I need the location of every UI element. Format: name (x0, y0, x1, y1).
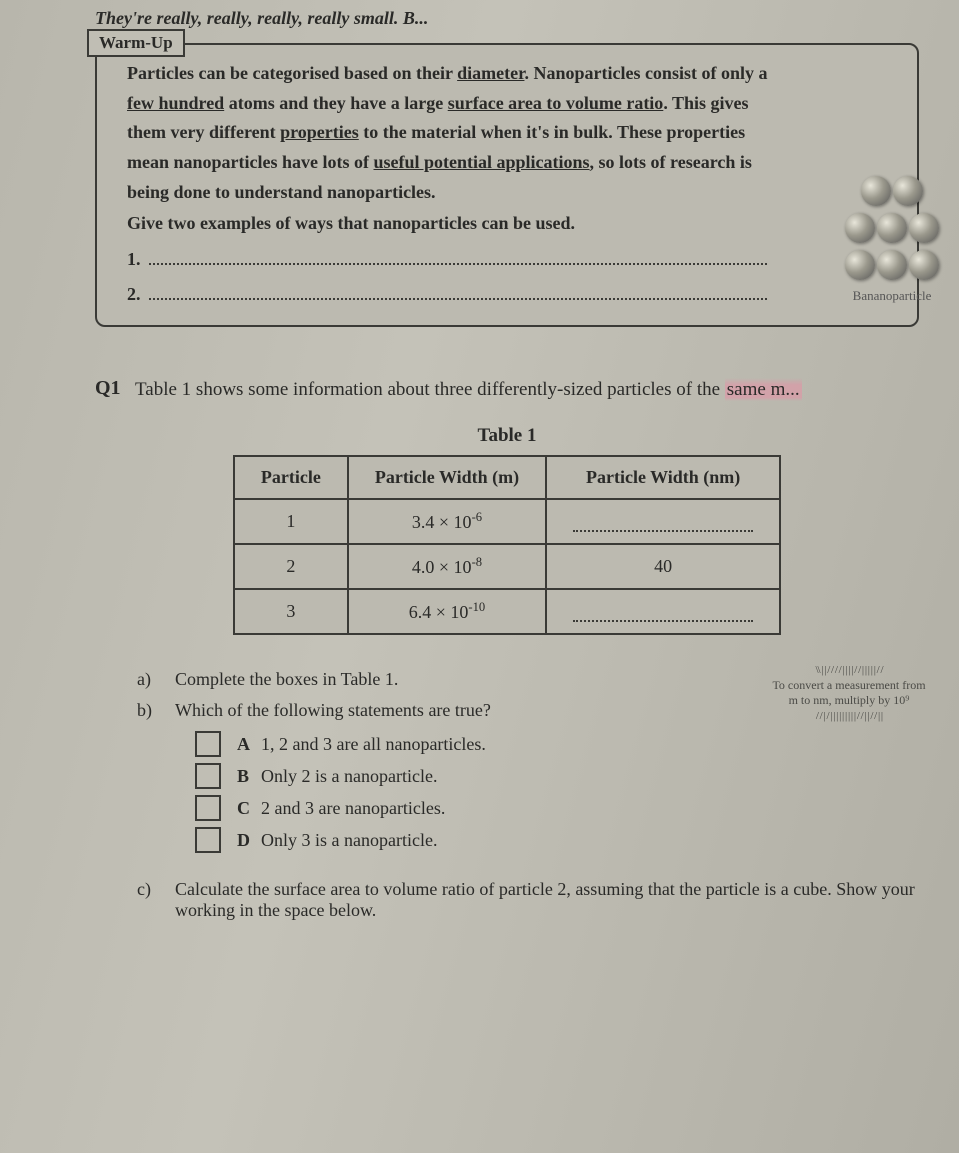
cell-width-nm: 40 (546, 544, 780, 589)
table-1: Particle Particle Width (m) Particle Wid… (95, 455, 919, 635)
table-header-row: Particle Particle Width (m) Particle Wid… (234, 456, 780, 499)
cell-particle: 2 (234, 544, 348, 589)
question-text: Table 1 shows some information about thr… (135, 377, 919, 404)
cell-particle: 3 (234, 589, 348, 634)
option-letter: B (237, 766, 261, 787)
question-1: Q1 Table 1 shows some information about … (95, 377, 919, 404)
warmup-box: Particles can be categorised based on th… (95, 43, 919, 327)
option-text: 2 and 3 are nanoparticles. (261, 798, 445, 819)
underline-few-hundred: few hundred (127, 93, 224, 113)
option-c[interactable]: C 2 and 3 are nanoparticles. (195, 795, 919, 821)
warmup-section: Warm-Up Particles can be categorised bas… (95, 43, 919, 327)
warmup-paragraph: Particles can be categorised based on th… (127, 59, 897, 207)
dotted-line (149, 248, 767, 264)
hint-line: To convert a measurement from (749, 678, 949, 694)
col-width-nm: Particle Width (nm) (546, 456, 780, 499)
option-a[interactable]: A 1, 2 and 3 are all nanoparticles. (195, 731, 919, 757)
part-letter: a) (135, 669, 175, 690)
part-text: Which of the following statements are tr… (175, 700, 919, 721)
tagline: They're really, really, really, really s… (95, 0, 919, 43)
image-caption: Bananoparticle (837, 288, 947, 304)
option-text: Only 2 is a nanoparticle. (261, 766, 437, 787)
cell-width-m: 6.4 × 10-10 (348, 589, 546, 634)
option-b[interactable]: B Only 2 is a nanoparticle. (195, 763, 919, 789)
checkbox[interactable] (195, 731, 221, 757)
option-d[interactable]: D Only 3 is a nanoparticle. (195, 827, 919, 853)
option-letter: C (237, 798, 261, 819)
cell-width-m: 3.4 × 10-6 (348, 499, 546, 544)
answer-num-1: 1. (127, 249, 149, 270)
table-row: 3 6.4 × 10-10 (234, 589, 780, 634)
col-width-m: Particle Width (m) (348, 456, 546, 499)
checkbox[interactable] (195, 763, 221, 789)
underline-sa-vol: surface area to volume ratio (448, 93, 664, 113)
col-particle: Particle (234, 456, 348, 499)
answer-line-1[interactable]: 1. (127, 248, 897, 269)
answer-line-2[interactable]: 2. (127, 284, 897, 305)
table-caption: Table 1 (95, 425, 919, 447)
checkbox[interactable] (195, 827, 221, 853)
dotted-line (149, 284, 767, 300)
cell-width-nm[interactable] (546, 499, 780, 544)
text: of only a (701, 63, 767, 83)
table-row: 1 3.4 × 10-6 (234, 499, 780, 544)
part-letter: b) (135, 700, 175, 721)
table-row: 2 4.0 × 10-8 40 (234, 544, 780, 589)
options-list: A 1, 2 and 3 are all nanoparticles. B On… (195, 731, 919, 853)
answer-num-2: 2. (127, 284, 149, 305)
text: Particles can be categorised based on th… (127, 63, 457, 83)
text: Table 1 shows some information about thr… (135, 379, 725, 400)
bananoparticle-image: Bananoparticle (837, 175, 947, 315)
worksheet-page: They're really, really, really, really s… (0, 0, 959, 1153)
option-letter: A (237, 734, 261, 755)
part-text: Calculate the surface area to volume rat… (175, 879, 919, 921)
tick-border: \\ | | / / / / | | | | / / | | | | | / / (749, 663, 949, 677)
text: . (663, 93, 668, 113)
part-a: a) Complete the boxes in Table 1. \\ | |… (135, 669, 919, 690)
sub-questions: a) Complete the boxes in Table 1. \\ | |… (135, 669, 919, 921)
text: . Nanoparticles consist (524, 63, 697, 83)
text: atoms and they have a large (224, 93, 448, 113)
underline-diameter: diameter (457, 63, 524, 83)
cell-width-m: 4.0 × 10-8 (348, 544, 546, 589)
warmup-tab: Warm-Up (87, 29, 185, 57)
part-letter: c) (135, 879, 175, 900)
cell-particle: 1 (234, 499, 348, 544)
underline-applications: useful potential applications (374, 152, 590, 172)
highlighted-text: same m... (725, 378, 802, 401)
text: , (590, 152, 595, 172)
cell-width-nm[interactable] (546, 589, 780, 634)
question-number: Q1 (95, 377, 135, 400)
option-letter: D (237, 830, 261, 851)
part-c: c) Calculate the surface area to volume … (135, 879, 919, 921)
option-text: 1, 2 and 3 are all nanoparticles. (261, 734, 486, 755)
warmup-prompt: Give two examples of ways that nanoparti… (127, 213, 897, 234)
text: to the material when it's in bulk. (359, 122, 613, 142)
checkbox[interactable] (195, 795, 221, 821)
underline-properties: properties (280, 122, 359, 142)
option-text: Only 3 is a nanoparticle. (261, 830, 437, 851)
part-b: b) Which of the following statements are… (135, 700, 919, 721)
